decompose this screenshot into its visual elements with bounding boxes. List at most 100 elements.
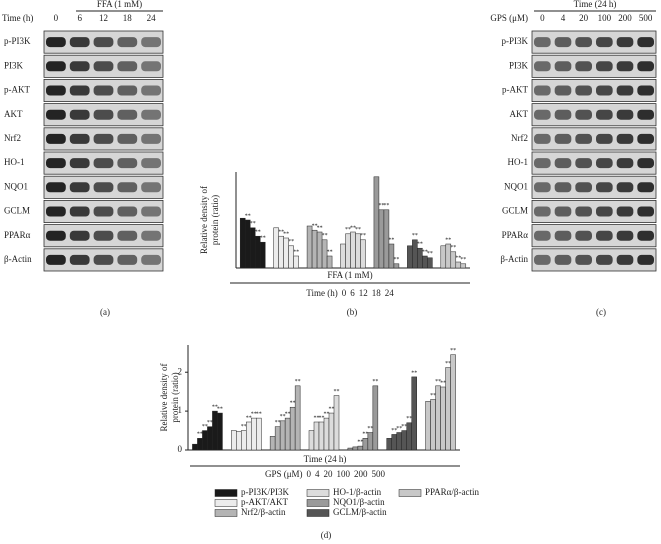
bar [284, 417, 291, 451]
y-axis-title-line: Relative density of [159, 364, 169, 432]
row-label: p-PI3K [502, 36, 529, 46]
significance: ** [322, 233, 328, 239]
band [534, 230, 551, 241]
significance: ** [327, 249, 333, 255]
band [46, 37, 66, 48]
band [534, 182, 551, 193]
significance: ** [411, 370, 417, 376]
band [93, 85, 114, 96]
category-label: 200 [354, 469, 368, 479]
band [69, 133, 90, 144]
band [117, 37, 138, 48]
bar [197, 438, 203, 451]
significance: ** [314, 415, 320, 421]
bar [212, 410, 218, 451]
bar [362, 438, 369, 451]
band [93, 182, 114, 193]
band [637, 230, 654, 241]
side-label: GPS (μM) [490, 13, 528, 23]
band [46, 254, 66, 265]
bar [367, 432, 374, 451]
significance: ** [372, 379, 378, 385]
significance: ** [393, 257, 399, 263]
row-label: PPARα [4, 230, 31, 240]
category-label: 4 [315, 469, 320, 479]
significance: ** [329, 406, 335, 412]
bar [440, 245, 447, 269]
bar [326, 255, 333, 269]
band [69, 254, 90, 265]
y-axis-title-line: protein (ratio) [210, 195, 220, 245]
significance: ** [417, 242, 423, 248]
band [93, 206, 114, 217]
blot-strip [531, 151, 657, 175]
band [117, 109, 138, 120]
bar [422, 255, 428, 269]
bar [393, 263, 400, 269]
legend-label: p-PI3K/PI3K [241, 487, 290, 497]
significance: ** [285, 411, 291, 417]
significance: ** [251, 411, 257, 417]
row-label: β-Actin [4, 254, 32, 264]
band [575, 37, 592, 48]
legend-swatch [306, 509, 330, 517]
treatment-label: Time (24 h) [574, 0, 617, 9]
significance: ** [319, 415, 325, 421]
bar [308, 430, 315, 451]
band [575, 109, 592, 120]
panel-label: (b) [347, 307, 358, 317]
significance: ** [440, 380, 446, 386]
band [69, 230, 90, 241]
bar [360, 239, 366, 269]
row-label: AKT [510, 109, 529, 119]
significance: ** [250, 221, 256, 227]
significance: ** [290, 401, 296, 407]
significance: ** [450, 245, 456, 251]
significance: ** [391, 428, 397, 434]
lane-label: 500 [639, 13, 653, 23]
significance: ** [355, 227, 361, 233]
significance: ** [427, 251, 433, 257]
x-axis-subtitle: GPS (μM) [265, 469, 303, 479]
bar [289, 406, 296, 451]
band [575, 254, 592, 265]
legend-label: PPARα/β-actin [425, 487, 479, 497]
category-label: 0 [342, 288, 347, 298]
band [616, 133, 634, 144]
band [534, 109, 551, 120]
lane-label: 0 [540, 13, 545, 23]
row-label: p-AKT [502, 85, 528, 95]
bar [450, 354, 456, 451]
x-axis-subtitle: Time (h) [306, 288, 337, 298]
blot-strip [531, 224, 657, 248]
bar [391, 434, 397, 451]
bar [279, 420, 286, 451]
band [575, 206, 592, 217]
band [596, 61, 613, 72]
band [117, 206, 138, 217]
band [637, 158, 654, 169]
bar [294, 385, 301, 451]
band [534, 206, 551, 217]
significance: ** [324, 411, 330, 417]
significance: ** [280, 414, 286, 420]
band [596, 182, 613, 193]
band [93, 109, 114, 120]
band [141, 37, 161, 48]
band [616, 109, 634, 120]
band [534, 133, 551, 144]
bar [427, 257, 433, 269]
significance: ** [435, 379, 441, 385]
significance: ** [334, 389, 340, 395]
significance: ** [367, 426, 373, 432]
significance: ** [445, 361, 451, 367]
bar [251, 417, 257, 451]
bar [259, 241, 266, 269]
blot-strip [531, 54, 657, 78]
band [637, 37, 654, 48]
band [69, 206, 90, 217]
panel-label: (d) [321, 530, 332, 540]
significance: ** [383, 203, 389, 209]
bar [345, 233, 351, 269]
bar [207, 426, 213, 451]
